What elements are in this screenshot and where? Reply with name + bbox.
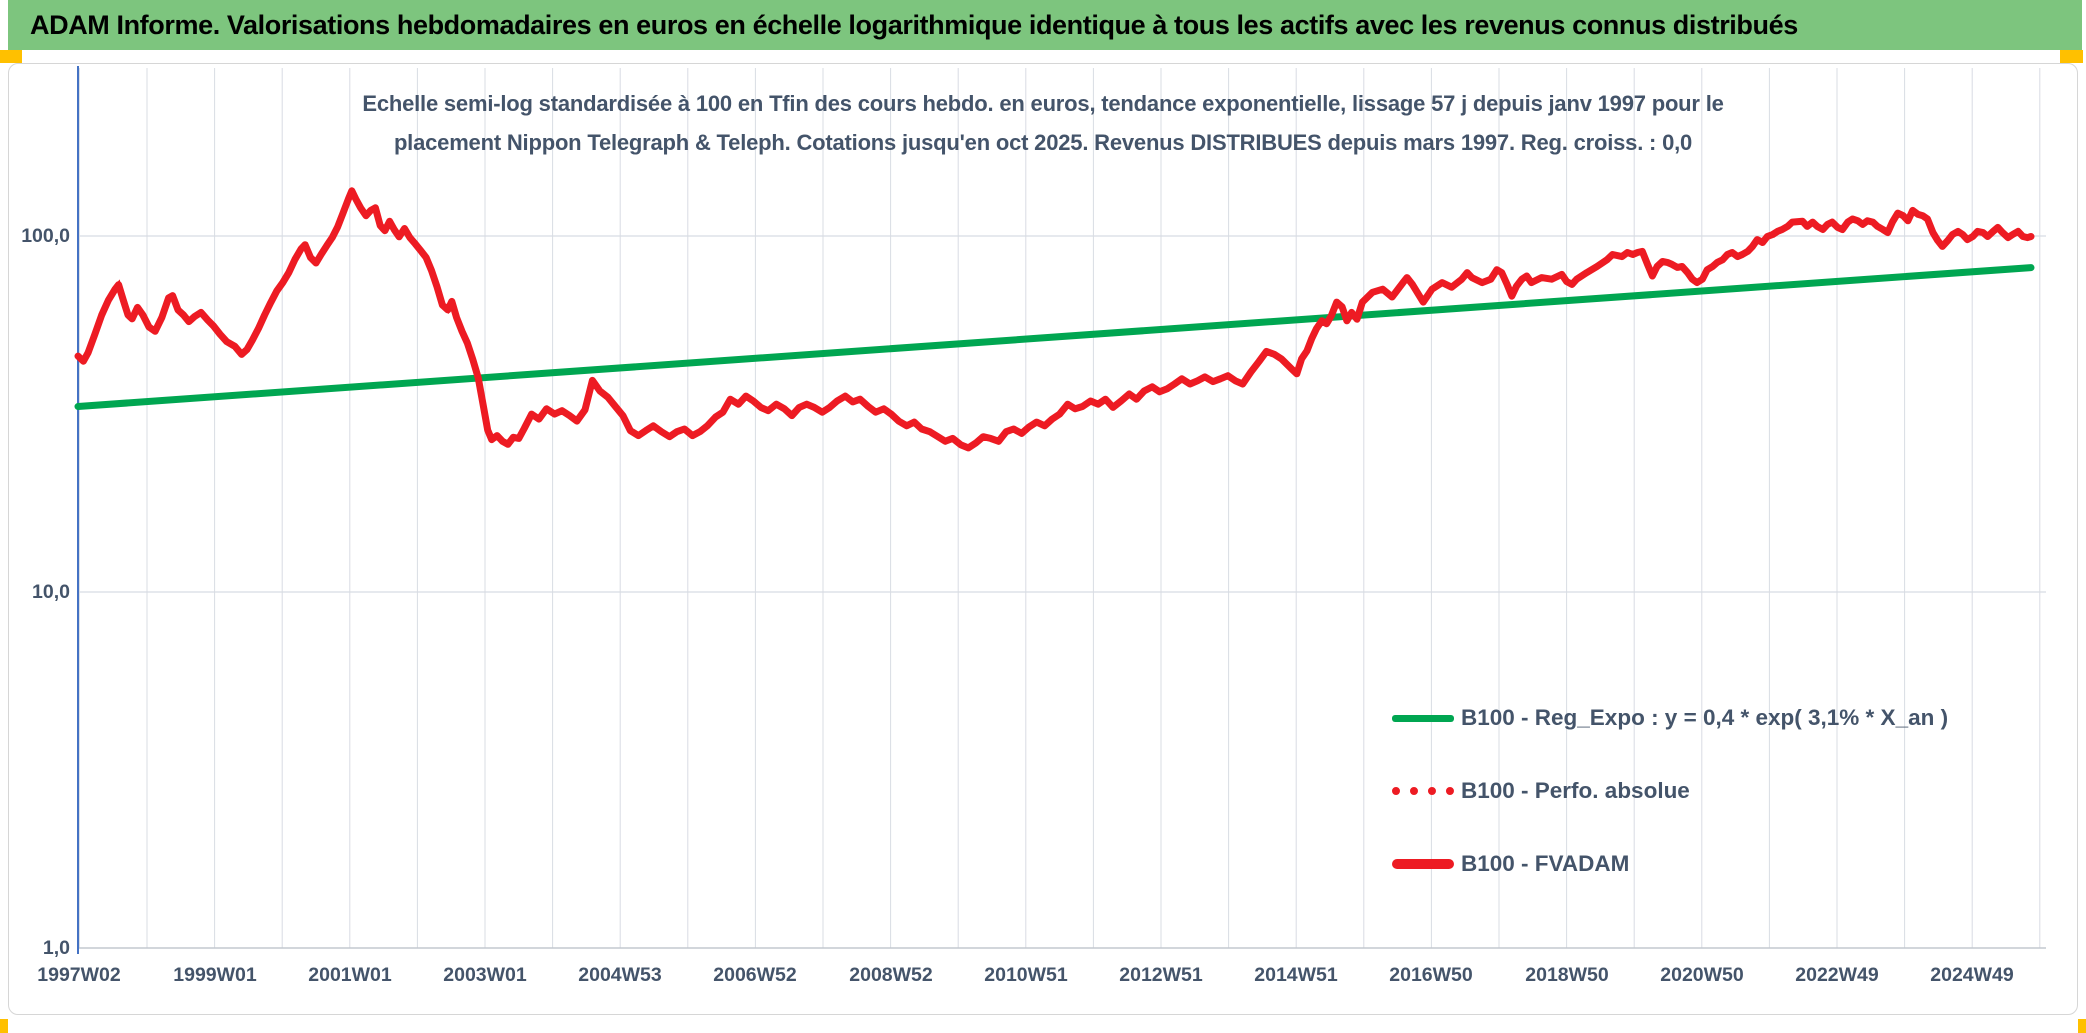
legend-label-perfo-absolue: B100 - Perfo. absolue — [1461, 778, 1690, 803]
legend-label-fvadam: B100 - FVADAM — [1461, 851, 1630, 876]
y-axis-label: 1,0 — [42, 937, 70, 959]
x-axis-label: 2024W49 — [1930, 964, 2014, 986]
accent-square-bottom-left — [0, 1019, 8, 1033]
y-axis-label: 100,0 — [21, 225, 70, 247]
y-axis-label: 10,0 — [32, 581, 70, 603]
accent-square-top-right — [2060, 50, 2083, 63]
accent-square-top-left — [0, 50, 22, 63]
chart-title-line2: placement Nippon Telegraph & Teleph. Cot… — [393, 130, 1693, 155]
title-bar: ADAM Informe. Valorisations hebdomadaire… — [8, 0, 2082, 50]
trend-line-series — [74, 264, 2035, 410]
trend-line-swatch-icon — [1392, 714, 1454, 722]
legend-item-fvadam[interactable]: B100 - FVADAM — [1392, 844, 1948, 884]
x-axis-label: 2016W50 — [1389, 964, 1473, 986]
solid-line-swatch-icon — [1392, 859, 1454, 869]
x-axis-label: 2018W50 — [1525, 964, 1609, 986]
accent-square-bottom-right — [2078, 1019, 2086, 1033]
x-axis-label: 2022W49 — [1795, 964, 1879, 986]
x-axis-label: 1997W02 — [37, 964, 121, 986]
x-axis-label: 2004W53 — [578, 964, 662, 986]
x-axis-label: 2001W01 — [308, 964, 392, 986]
fvadam-series — [74, 187, 2035, 452]
legend: B100 - Reg_Expo : y = 0,4 * exp( 3,1% * … — [1392, 698, 1948, 917]
chart-canvas — [8, 63, 2078, 1015]
x-axis-label: 2008W52 — [849, 964, 933, 986]
x-axis-label: 2020W50 — [1660, 964, 1744, 986]
x-axis-label: 2003W01 — [443, 964, 527, 986]
page-title: ADAM Informe. Valorisations hebdomadaire… — [30, 9, 1798, 40]
x-axis-label: 1999W01 — [173, 964, 257, 986]
perfo-absolue-series — [75, 184, 2034, 451]
x-axis-label: 2012W51 — [1119, 964, 1203, 986]
x-axis-label: 2014W51 — [1254, 964, 1338, 986]
legend-item-reg-expo[interactable]: B100 - Reg_Expo : y = 0,4 * exp( 3,1% * … — [1392, 698, 1948, 738]
chart-title: Echelle semi-log standardisée à 100 en T… — [0, 84, 2086, 162]
legend-item-perfo-absolue[interactable]: B100 - Perfo. absolue — [1392, 771, 1948, 811]
chart-title-line1: Echelle semi-log standardisée à 100 en T… — [362, 91, 1724, 116]
legend-label-reg-expo: B100 - Reg_Expo : y = 0,4 * exp( 3,1% * … — [1461, 705, 1949, 730]
x-axis-label: 2006W52 — [713, 964, 797, 986]
dotted-line-swatch-icon — [1392, 787, 1454, 795]
x-axis-label: 2010W51 — [984, 964, 1068, 986]
